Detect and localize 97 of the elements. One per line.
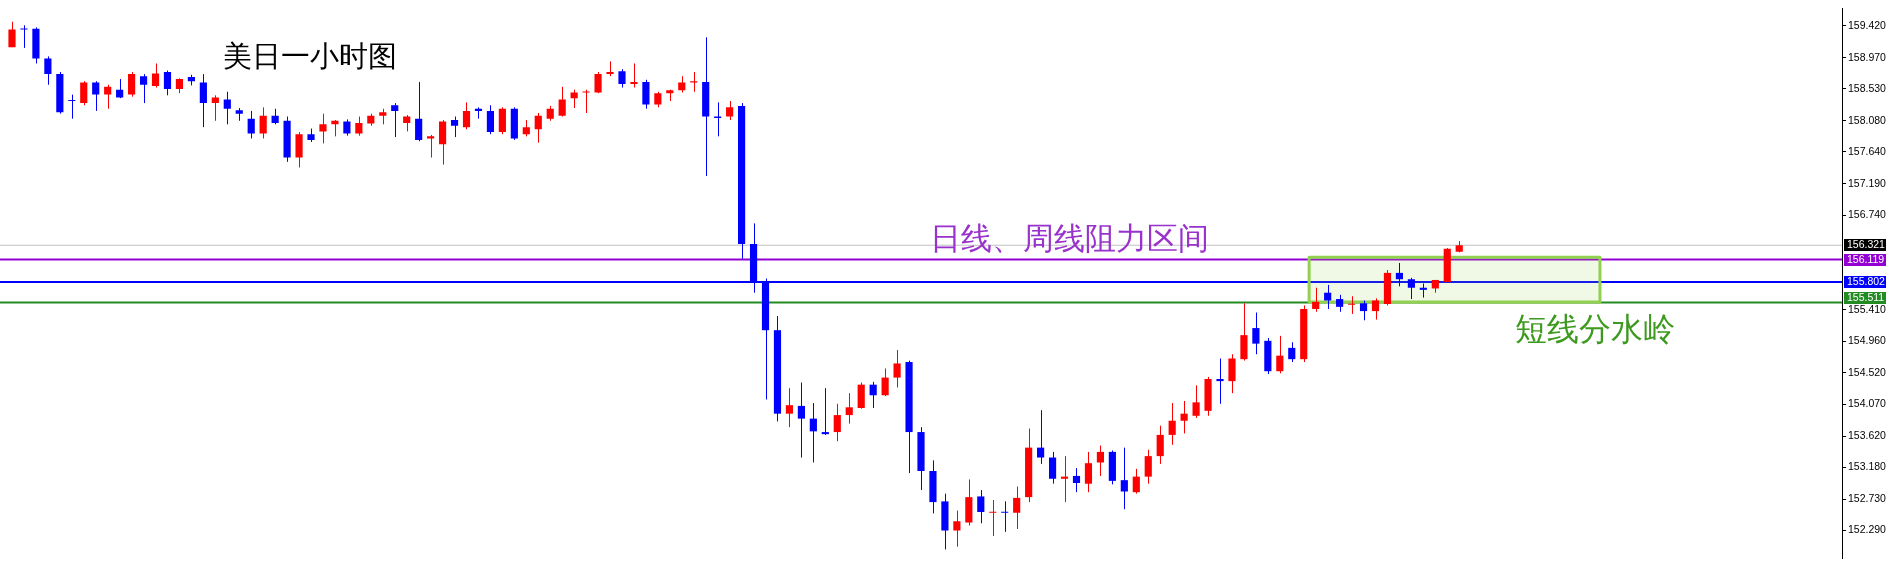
candlestick [642, 79, 650, 110]
candlestick [151, 62, 160, 89]
candlestick [690, 71, 698, 93]
band-label: 短线分水岭 [1515, 310, 1676, 349]
y-tick-label: 157.190 [1848, 176, 1887, 189]
candlestick [881, 367, 889, 397]
candlestick [1096, 445, 1104, 477]
candlestick [415, 81, 423, 142]
candlestick [570, 89, 578, 109]
ref-line-label: 156.321 [1847, 238, 1886, 251]
candlestick [391, 102, 399, 138]
candlestick [199, 73, 207, 128]
candlestick [1156, 425, 1164, 465]
annotation: 日线、周线阻力区间 [930, 220, 1210, 257]
candlestick [20, 24, 28, 49]
candlestick [869, 381, 877, 409]
candlestick [295, 131, 303, 168]
candlestick [498, 106, 506, 135]
candlestick [893, 349, 901, 388]
candlestick [128, 71, 136, 98]
candlestick [104, 84, 112, 110]
ref-line-label: 155.511 [1847, 291, 1885, 304]
candlestick [821, 387, 829, 436]
candlestick [1276, 335, 1284, 374]
candlestick [92, 80, 100, 112]
candlestick [857, 382, 865, 410]
y-tick-label: 154.070 [1848, 397, 1887, 410]
candlestick [80, 80, 88, 106]
candlestick [797, 382, 805, 459]
candlestick [1168, 402, 1176, 446]
ref-line-label: 156.119 [1847, 253, 1885, 266]
candlestick [630, 62, 638, 89]
candlestick [1192, 384, 1200, 419]
candlestick [1252, 312, 1260, 355]
candlestick [1144, 449, 1152, 485]
y-tick-label: 159.420 [1848, 18, 1887, 31]
candlestick [486, 104, 495, 135]
candlestick [726, 100, 734, 121]
candlestick [44, 55, 52, 86]
candlestick [462, 101, 471, 130]
candlestick [1037, 409, 1045, 465]
candlestick [1048, 451, 1057, 485]
candlestick [474, 106, 483, 120]
y-tick-label: 158.530 [1848, 81, 1887, 94]
candlestick [977, 489, 985, 524]
y-tick-label: 157.640 [1848, 144, 1887, 157]
candlestick [1180, 400, 1188, 434]
candlestick [8, 21, 16, 48]
y-tick-label: 158.080 [1848, 113, 1887, 126]
candlestick [833, 403, 841, 442]
candlestick [1312, 287, 1320, 313]
candlestick [1120, 447, 1128, 510]
candlestick [1288, 341, 1296, 363]
candlestick [319, 113, 327, 144]
candlestick [1216, 357, 1224, 405]
candlestick [355, 116, 363, 137]
y-tick-label: 152.290 [1848, 523, 1887, 536]
candlestick [1060, 455, 1069, 503]
candlestick [1228, 353, 1236, 394]
y-tick-label: 154.960 [1848, 334, 1887, 347]
candlestick [594, 71, 602, 94]
candlestick [223, 91, 231, 125]
candlestick [1001, 500, 1009, 533]
candlestick [163, 70, 172, 96]
candlestick [139, 73, 148, 104]
candlestick [558, 86, 566, 118]
candlestick [1084, 451, 1093, 493]
candlestick [438, 119, 447, 166]
y-tick-label: 153.620 [1848, 429, 1887, 442]
candlestick [68, 94, 76, 120]
y-tick-label: 154.520 [1848, 365, 1887, 378]
candlestick [211, 94, 219, 122]
candlestick [1347, 295, 1356, 315]
y-tick-label: 156.740 [1848, 208, 1887, 221]
y-tick-label: 152.730 [1848, 492, 1887, 505]
candlestick [534, 112, 542, 144]
candlestick [1371, 297, 1380, 321]
candlestick [582, 89, 590, 114]
text: 美日一小时图 [222, 39, 397, 74]
candlestick [809, 402, 817, 463]
candlestick [1132, 468, 1140, 495]
candlestick [1013, 486, 1021, 530]
candlestick [450, 116, 459, 138]
candlestick [247, 110, 255, 139]
candlestick [989, 499, 997, 537]
candlestick [785, 387, 794, 428]
ref-line-label: 155.802 [1847, 275, 1886, 288]
y-tick-label: 158.970 [1848, 50, 1887, 63]
candlestick [1072, 467, 1081, 493]
candlestick [845, 392, 853, 425]
candlestick [259, 106, 267, 139]
candlestick [618, 68, 626, 89]
candlestick [1359, 299, 1368, 321]
y-tick-label: 155.410 [1848, 302, 1887, 315]
candlestick [953, 510, 961, 548]
candlestick [427, 134, 435, 159]
y-tick-label: 153.180 [1848, 460, 1887, 473]
